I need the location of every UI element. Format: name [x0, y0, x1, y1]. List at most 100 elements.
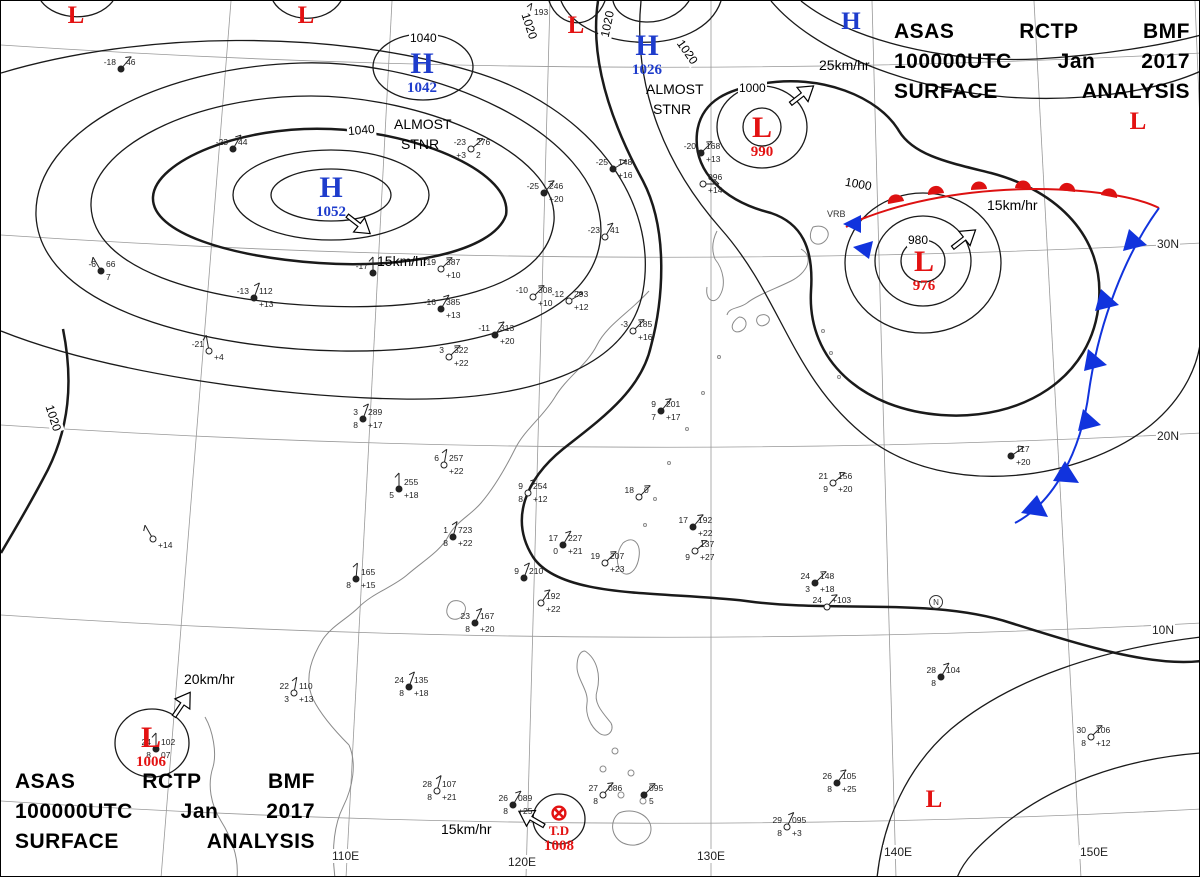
station-temp: 19 [591, 551, 601, 561]
wind-barb-tick-icon [515, 790, 522, 794]
station-temp: 26 [499, 793, 509, 803]
station-pressure: 322 [454, 345, 468, 355]
product-id: ASAS RCTP BMF [15, 770, 315, 793]
station-pressure: 210 [529, 566, 543, 576]
wind-barb-icon [1092, 725, 1103, 736]
low-pressure-center: L 990 [751, 113, 774, 160]
wind-barb-tick-icon [548, 180, 555, 183]
station-circle-icon [601, 233, 609, 241]
station-temp: 9 [518, 481, 523, 491]
station-circle-icon [691, 547, 699, 555]
station-plot: -25 148 +16 [596, 157, 633, 180]
station-plot: -3 185 +16 [620, 319, 652, 342]
wind-barb-tick-icon [151, 732, 157, 738]
station-circle-icon [467, 145, 475, 153]
station-dewpoint: 8 [1081, 738, 1086, 748]
station-pressure: 308 [538, 285, 552, 295]
movement-speed-label: 15km/hr [441, 821, 492, 837]
station-pressure: 096 [708, 172, 722, 182]
station-circle-icon [783, 823, 791, 831]
station-pressure: 289 [368, 407, 382, 417]
wind-barb-tick-icon [544, 589, 551, 592]
station-change: +4 [214, 352, 224, 362]
wind-barb-icon [496, 321, 505, 333]
wind-barb-icon [472, 138, 484, 148]
station-change: +12 [574, 302, 589, 312]
pressure-symbol: L [925, 786, 943, 813]
station-change: +18 [820, 584, 835, 594]
station-circle-icon [433, 787, 441, 795]
station-temp: 9 [651, 399, 656, 409]
station-pressure: 165 [361, 567, 375, 577]
station-plot: -16 385 +13 [424, 294, 461, 320]
station-temp: 3 [439, 345, 444, 355]
station-plot: 9 210 [514, 562, 543, 582]
station-change: +21 [442, 792, 457, 802]
wind-barb-icon [696, 540, 708, 550]
station-temp: 18 [625, 485, 635, 495]
high-pressure-center: H 1026 [632, 31, 662, 78]
station-plot: 137 9 +27 [685, 539, 714, 562]
station-pressure: 156 [838, 471, 852, 481]
station-change: 7 [106, 272, 111, 282]
station-circle-icon [601, 559, 609, 567]
station-circle-icon [937, 673, 945, 681]
station-pressure: 257 [449, 453, 463, 463]
station-circle-icon [635, 493, 643, 501]
station-plot: 26 089 8 +25 [499, 790, 533, 816]
pressure-value: 1052 [316, 204, 346, 220]
station-change: +12 [1096, 738, 1111, 748]
movement-speed-label: ALMOST [646, 81, 704, 97]
station-plot: 117+20 [1007, 444, 1031, 467]
station-pressure: 227 [568, 533, 582, 543]
wind-barb-tick-icon [498, 321, 505, 324]
annotation-label: N [929, 595, 943, 609]
isobar-value-label: 1000 [738, 81, 767, 95]
station-circle-icon [811, 579, 819, 587]
pressure-symbol: L [913, 245, 934, 278]
station-dewpoint: 5 [389, 490, 394, 500]
wind-barb-icon [234, 134, 242, 147]
station-temp: 3 [353, 407, 358, 417]
station-temp: -21 [192, 339, 205, 349]
station-temp: 30 [1077, 725, 1087, 735]
product-datetime: 100000UTC Jan 2017 [894, 50, 1190, 73]
station-circle-icon [471, 619, 479, 627]
movement-speed-label: 15km/hr [987, 197, 1038, 213]
wind-barb-icon [787, 812, 795, 825]
station-pressure: 095 [649, 783, 663, 793]
wind-barb-tick-icon [125, 56, 132, 59]
station-plot: 19 207 +23 [591, 551, 625, 574]
station-circle-icon [445, 353, 453, 361]
pressure-value: 1006 [136, 754, 166, 770]
station-change: +13 [706, 154, 721, 164]
station-pressure: 148 [820, 571, 834, 581]
station-pressure: 185 [638, 319, 652, 329]
station-change: +3 [792, 828, 802, 838]
station-plot: -10 308 +10 [516, 285, 553, 308]
station-temp: 9 [514, 566, 519, 576]
wind-barb-tick-icon [91, 257, 94, 264]
station-pressure: 168 [706, 141, 720, 151]
station-circle-icon [359, 415, 367, 423]
station-temp: -17 [356, 261, 369, 271]
pressure-symbol: H [410, 47, 434, 80]
station-circle-icon [117, 65, 125, 73]
station-circle-icon [540, 189, 548, 197]
station-dewpoint: 8 [399, 688, 404, 698]
station-temp: -25 [596, 157, 609, 167]
station-dewpoint: 8 [593, 796, 598, 806]
wind-barb-icon [409, 671, 415, 685]
wind-barb-icon [615, 160, 628, 168]
station-circle-icon [1087, 733, 1095, 741]
station-change: +18 [404, 490, 419, 500]
station-plot: 23 167 8 +20 [461, 608, 495, 634]
station-temp: -23 [454, 137, 467, 147]
station-pressure: 313 [500, 323, 514, 333]
wind-barb-tick-icon [368, 256, 374, 262]
low-pressure-center: L 1006 [136, 723, 166, 770]
station-change: +22 [698, 528, 713, 538]
